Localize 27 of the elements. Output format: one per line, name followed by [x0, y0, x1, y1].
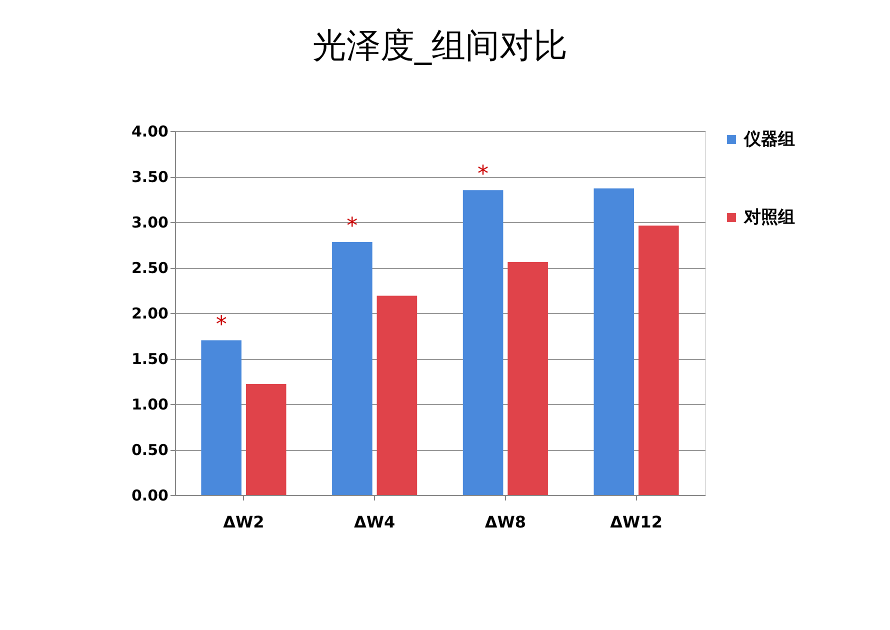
- bar: [638, 226, 679, 495]
- x-tick-label: ΔW12: [610, 512, 662, 532]
- annotation: *: [216, 312, 227, 338]
- y-tick-label: 2.00: [131, 304, 168, 322]
- y-tick-label: 1.50: [131, 350, 168, 368]
- bar: [246, 384, 286, 495]
- bar: [508, 262, 548, 495]
- legend-label: 仪器组: [743, 130, 795, 150]
- x-tick-label: ΔW4: [354, 512, 396, 532]
- y-tick-label: 0.50: [131, 441, 168, 459]
- bar: [462, 190, 504, 495]
- y-tick-label: 3.00: [131, 214, 168, 232]
- annotation: *: [478, 162, 489, 188]
- y-tick-label: 4.00: [131, 122, 168, 140]
- bar: [376, 296, 418, 495]
- y-tick-label: 3.50: [131, 168, 168, 186]
- x-tick-label: ΔW2: [223, 512, 264, 532]
- bar: [594, 188, 634, 495]
- legend-label: 对照组: [743, 208, 795, 228]
- chart-title: 光泽度_组间对比: [312, 26, 568, 66]
- bar: [201, 340, 242, 495]
- x-tick-label: ΔW8: [484, 512, 526, 532]
- y-tick-label: 1.00: [131, 396, 168, 414]
- annotation: *: [346, 214, 358, 240]
- y-tick-label: 2.50: [131, 259, 168, 277]
- bar: [332, 242, 372, 495]
- y-tick-label: 0.00: [131, 486, 168, 504]
